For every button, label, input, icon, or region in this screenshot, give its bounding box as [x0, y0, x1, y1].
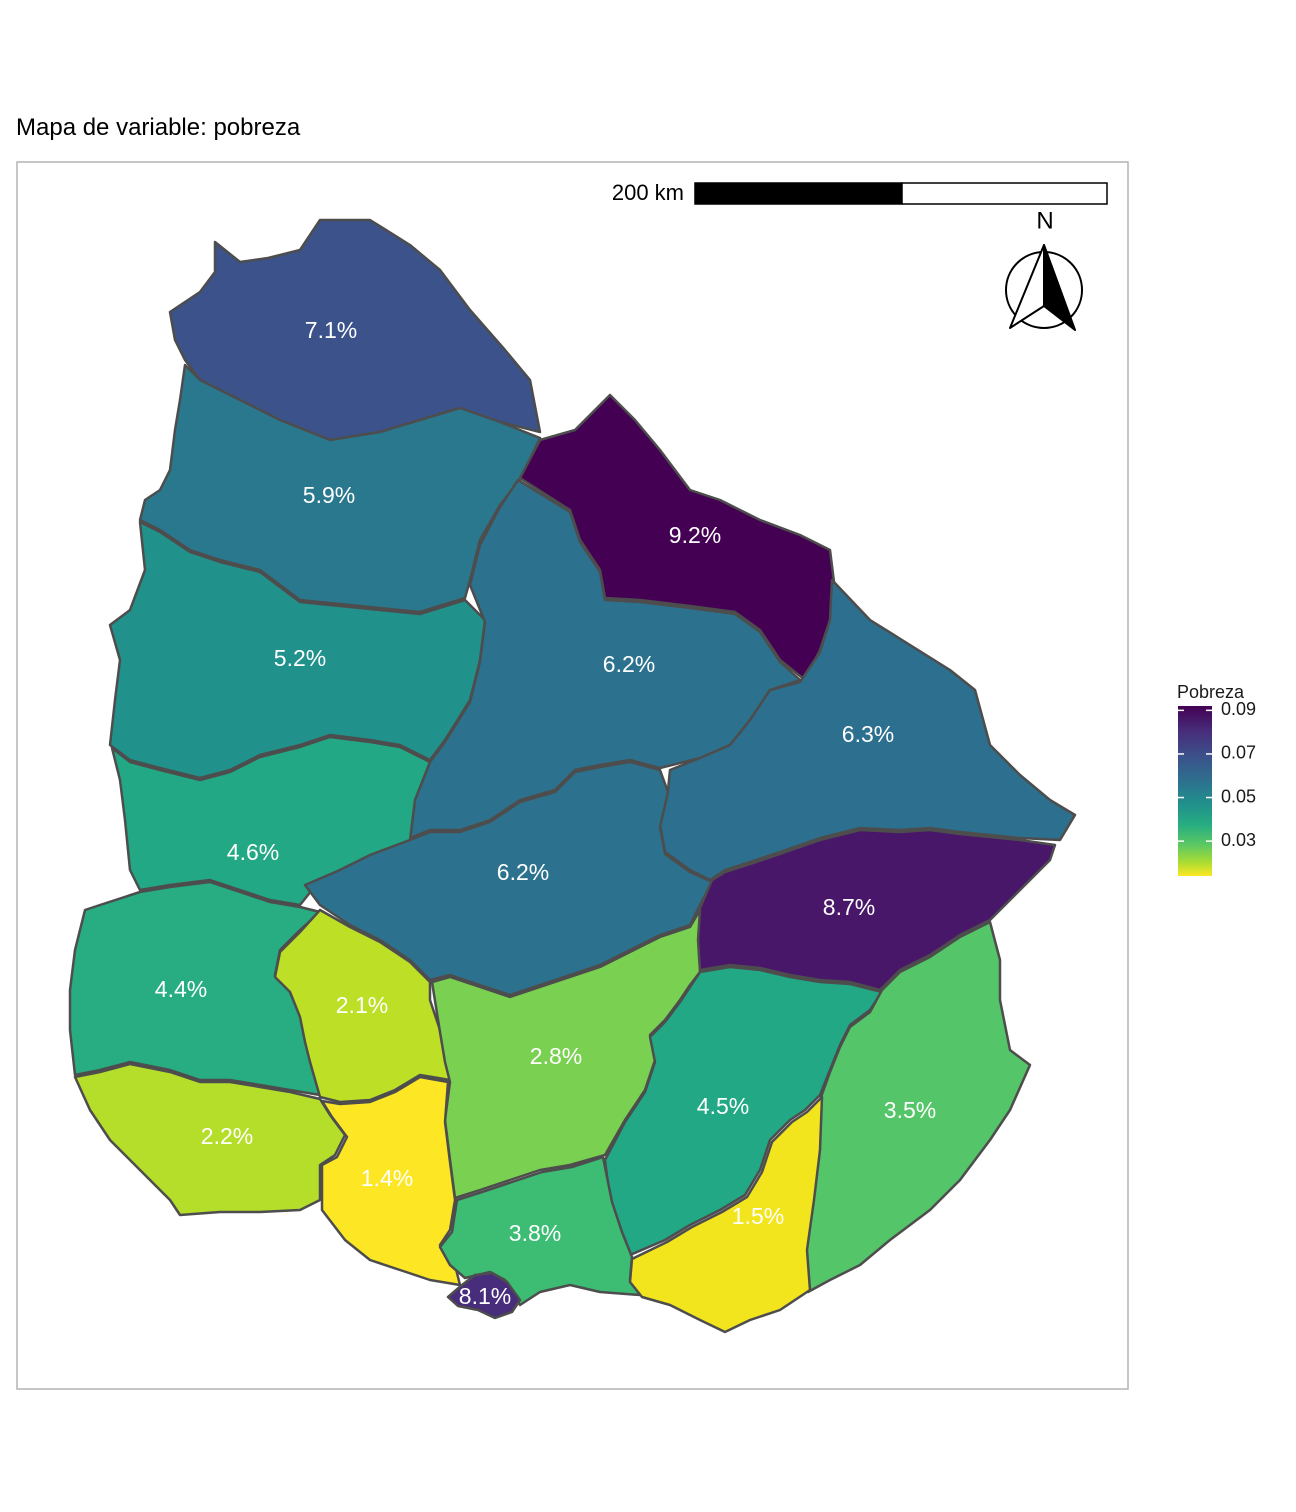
legend-colorbar — [1178, 706, 1212, 876]
region-label: 4.4% — [155, 976, 207, 1002]
legend-title: Pobreza — [1177, 682, 1245, 702]
region-label: 1.4% — [361, 1165, 413, 1191]
region-label: 6.2% — [497, 859, 549, 885]
department-canelones — [438, 1155, 642, 1307]
scale-bar-white-segment — [901, 182, 1108, 205]
region-label: 9.2% — [669, 522, 721, 548]
region-label: 4.6% — [227, 839, 279, 865]
department-flores — [273, 908, 452, 1104]
department-cerro-largo-north — [658, 578, 1077, 882]
department-treinta-y-tres — [693, 828, 1057, 992]
region-label: 8.7% — [823, 894, 875, 920]
region-label: 5.9% — [303, 482, 355, 508]
department-lavalleja — [603, 965, 884, 1257]
region-label: 5.2% — [274, 645, 326, 671]
legend-tick-label: 0.07 — [1221, 743, 1256, 763]
scale-bar-black-segment — [694, 182, 903, 205]
region-label: 7.1% — [305, 317, 357, 343]
legend-tick-label: 0.09 — [1221, 699, 1256, 719]
department-durazno — [303, 760, 714, 997]
region-label: 1.5% — [732, 1203, 784, 1229]
region-label: 2.2% — [201, 1123, 253, 1149]
region-label: 6.3% — [842, 721, 894, 747]
department-maldonado — [628, 1095, 824, 1334]
department-montevideo — [446, 1271, 522, 1320]
department-tacuarembo — [408, 478, 802, 840]
region-label: 2.1% — [336, 992, 388, 1018]
value-labels: 7.1% 5.9% 9.2% 5.2% 6.2% 6.3% 4.6% 6.2% … — [155, 317, 936, 1309]
map-title: Mapa de variable: pobreza — [16, 114, 301, 141]
north-arrow-icon: N — [1005, 207, 1083, 331]
scale-bar: 200 km — [612, 180, 1108, 205]
region-label: 3.8% — [509, 1220, 561, 1246]
departments-layer — [68, 218, 1077, 1334]
scale-bar-label: 200 km — [612, 180, 684, 205]
department-paysandu — [108, 520, 487, 780]
region-label: 6.2% — [603, 651, 655, 677]
region-label: 8.1% — [459, 1283, 511, 1309]
north-arrow-label: N — [1036, 207, 1053, 234]
department-colonia — [73, 1062, 347, 1217]
department-salto — [138, 363, 542, 614]
region-label: 4.5% — [697, 1093, 749, 1119]
legend: Pobreza 0.09 0.07 0.05 0.03 — [1177, 682, 1256, 876]
legend-tick-label: 0.03 — [1221, 830, 1256, 850]
department-rocha — [803, 920, 1032, 1294]
region-label: 2.8% — [530, 1043, 582, 1069]
legend-tick-label: 0.05 — [1221, 786, 1256, 806]
legend-ticks: 0.09 0.07 0.05 0.03 — [1178, 699, 1256, 850]
region-label: 3.5% — [884, 1097, 936, 1123]
